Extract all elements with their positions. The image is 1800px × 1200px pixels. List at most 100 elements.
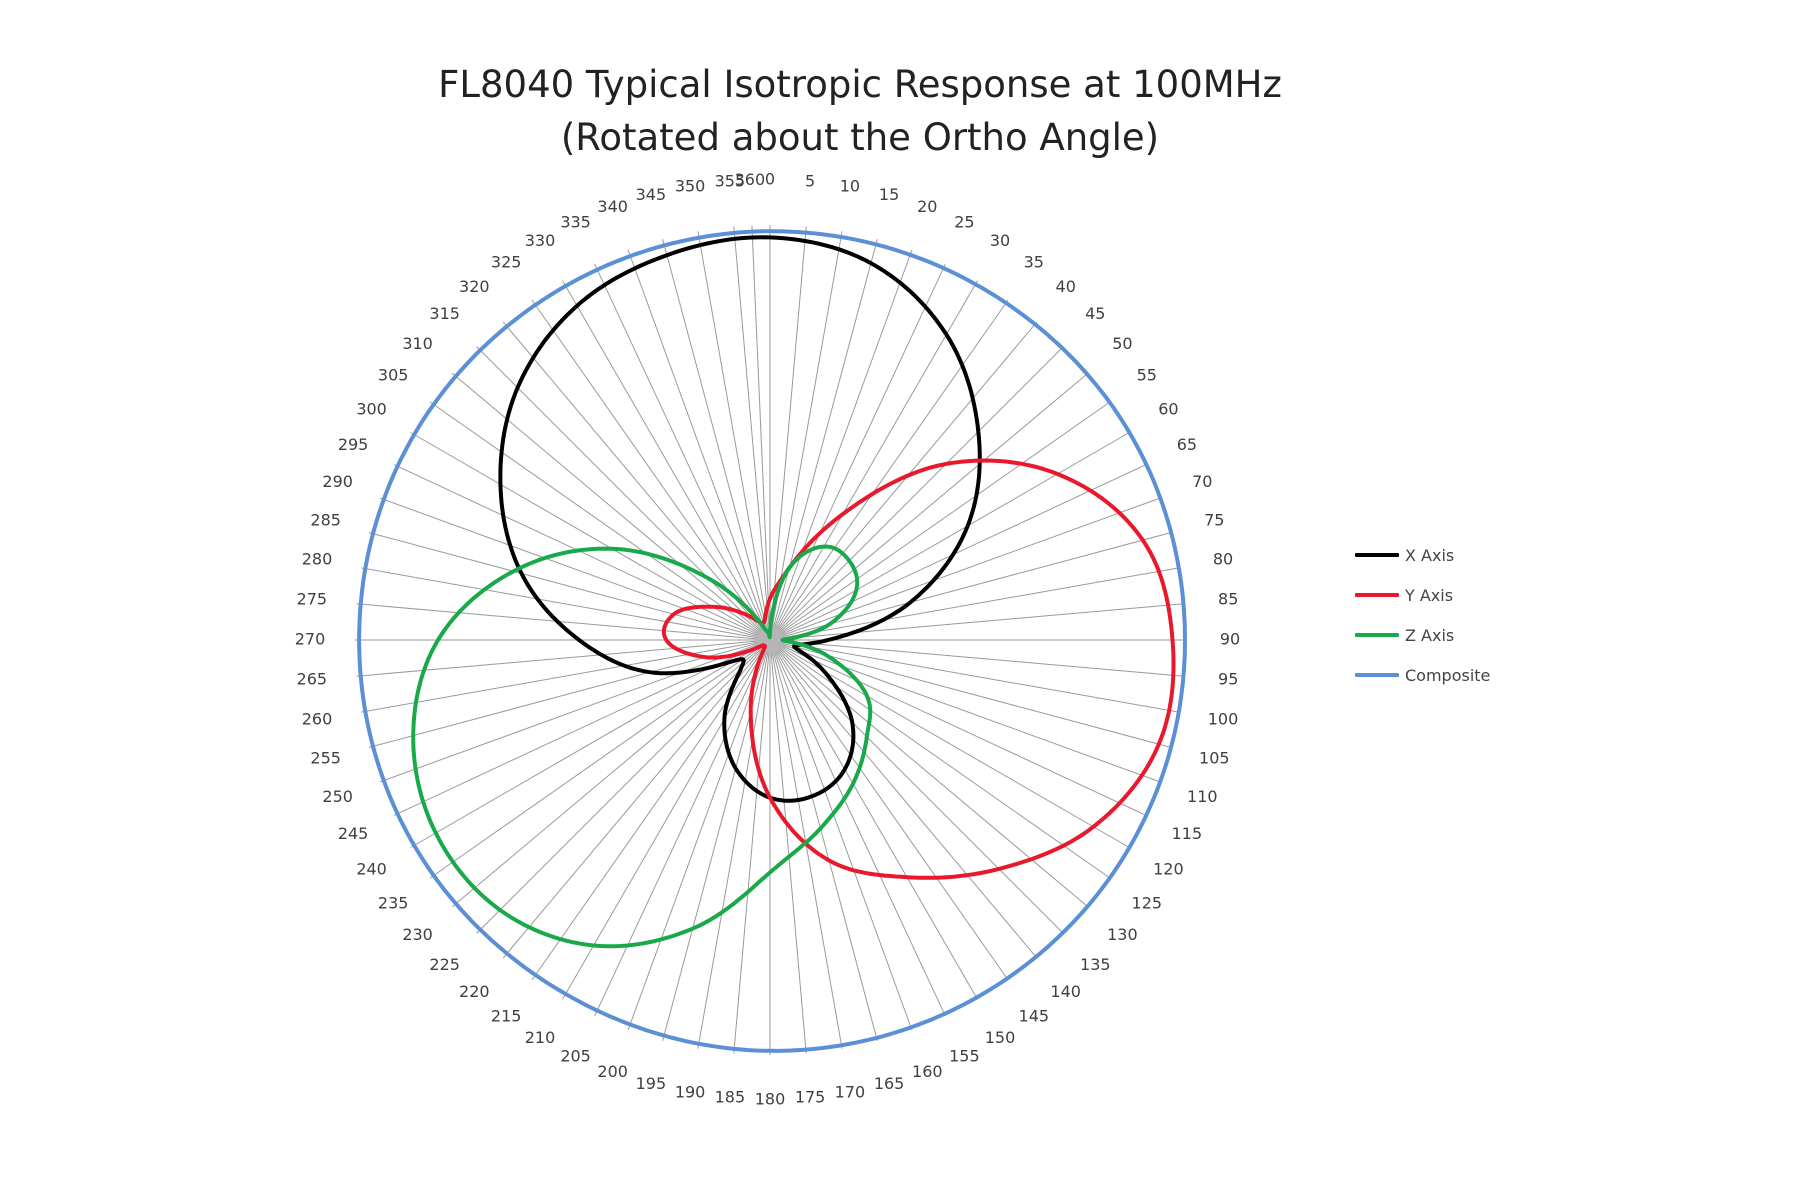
grid-spoke (733, 639, 771, 1054)
grid-spoke (769, 432, 1130, 641)
angle-tick-label: 95 (1218, 670, 1238, 689)
grid-spoke (769, 532, 1172, 641)
grid-spoke (769, 639, 1038, 959)
grid-spoke (769, 226, 807, 641)
angle-tick-label: 160 (912, 1062, 943, 1081)
grid-spoke (769, 639, 1130, 848)
angle-tick-label: 80 (1213, 550, 1233, 569)
angle-tick-label: 280 (302, 550, 333, 569)
grid-spoke (769, 372, 1089, 641)
grid-spoke (562, 280, 771, 641)
legend-label: Z Axis (1405, 625, 1455, 645)
angle-tick-label: 55 (1137, 366, 1157, 385)
series-line-composite (357, 229, 1187, 1053)
grid-spoke (451, 639, 771, 908)
grid-spoke (368, 532, 771, 641)
series-line-y-axis (661, 458, 1176, 880)
grid-spoke (769, 639, 1009, 981)
angle-tick-label: 295 (338, 435, 369, 454)
grid-spoke (531, 299, 771, 641)
angle-tick-label: 205 (560, 1046, 591, 1065)
angle-tick-label: 5 (805, 171, 815, 190)
grid-spoke (379, 497, 771, 641)
legend-swatch (1355, 553, 1399, 557)
legend-swatch (1355, 633, 1399, 637)
angle-tick-label: 215 (491, 1006, 522, 1025)
angle-tick-label: 60 (1158, 400, 1178, 419)
angle-tick-label: 135 (1080, 955, 1111, 974)
grid-spoke (393, 464, 771, 641)
grid-spoke (697, 231, 771, 641)
grid-spoke (627, 639, 771, 1031)
angle-tick-label: 240 (356, 860, 387, 879)
angle-tick-label: 100 (1208, 709, 1239, 728)
grid-spoke (769, 639, 946, 1017)
chart-title-line-2: (Rotated about the Ortho Angle) (560, 116, 1160, 159)
angle-tick-label: 330 (525, 231, 556, 250)
angle-tick-label: 200 (597, 1062, 628, 1081)
angle-tick-label: 90 (1220, 630, 1240, 649)
grid-spoke (379, 639, 771, 783)
angle-tick-label: 45 (1085, 304, 1105, 323)
grid-spoke (429, 401, 771, 641)
angle-tick-label: 300 (356, 400, 387, 419)
angle-tick-label: 225 (429, 955, 460, 974)
grid-spoke (769, 346, 1064, 641)
angle-tick-label: 305 (378, 366, 409, 385)
angle-tick-label: 210 (525, 1028, 556, 1047)
grid-spoke (769, 639, 913, 1031)
radial-grid (355, 225, 1185, 1055)
angle-tick-label: 255 (310, 749, 341, 768)
angle-tick-label: 275 (297, 589, 328, 608)
legend: X Axis Y Axis Z Axis Composite (1355, 535, 1490, 695)
grid-spoke (769, 603, 1184, 641)
grid-spoke (410, 639, 771, 848)
angle-tick-label: 350 (675, 177, 706, 196)
angle-tick-label: 245 (338, 824, 369, 843)
angle-tick-label: 260 (302, 709, 333, 728)
angle-tick-label: 220 (459, 982, 490, 1001)
legend-item-z-axis: Z Axis (1355, 615, 1490, 655)
grid-spoke (769, 639, 1179, 713)
grid-spoke (769, 639, 1111, 879)
grid-spoke (361, 567, 771, 641)
angle-tick-label: 85 (1218, 589, 1238, 608)
chart-title: FL8040 Typical Isotropic Response at 100… (0, 58, 1720, 164)
grid-spoke (662, 639, 771, 1042)
angle-tick-label: 355 (715, 171, 746, 190)
angle-tick-label: 130 (1107, 925, 1138, 944)
legend-item-composite: Composite (1355, 655, 1490, 695)
angle-tick-label: 115 (1172, 824, 1203, 843)
angle-tick-label: 320 (459, 277, 490, 296)
angle-tick-label: 75 (1204, 510, 1224, 529)
angle-tick-label: 35 (1024, 253, 1044, 272)
legend-label: Y Axis (1405, 585, 1454, 605)
series-lines (357, 229, 1187, 1053)
angle-tick-label: 270 (295, 630, 326, 649)
angle-tick-label: 170 (835, 1083, 866, 1102)
grid-spoke (769, 321, 1038, 641)
angle-tick-label: 30 (990, 231, 1010, 250)
angle-tick-label: 360 (735, 170, 766, 189)
grid-spoke (594, 263, 771, 641)
angle-tick-label: 175 (795, 1088, 826, 1107)
angle-tick-label: 65 (1177, 435, 1197, 454)
grid-spoke (662, 238, 771, 641)
angle-tick-label: 155 (949, 1046, 980, 1065)
grid-spoke (769, 639, 1089, 908)
angle-tick-label: 20 (917, 197, 937, 216)
angle-tick-label: 180 (755, 1090, 786, 1109)
series-line-z-axis (411, 544, 873, 949)
angle-tick-label: 0 (765, 170, 775, 189)
angle-tick-label: 15 (879, 185, 899, 204)
angle-tick-label: 120 (1153, 860, 1184, 879)
angle-tick-label: 125 (1132, 893, 1163, 912)
grid-spoke (697, 639, 771, 1049)
angle-tick-label: 40 (1056, 277, 1076, 296)
angle-tick-label: 285 (310, 510, 341, 529)
grid-spoke (751, 225, 771, 641)
angle-tick-label: 290 (322, 472, 353, 491)
grid-spoke (769, 497, 1161, 641)
angle-tick-label: 185 (715, 1088, 746, 1107)
